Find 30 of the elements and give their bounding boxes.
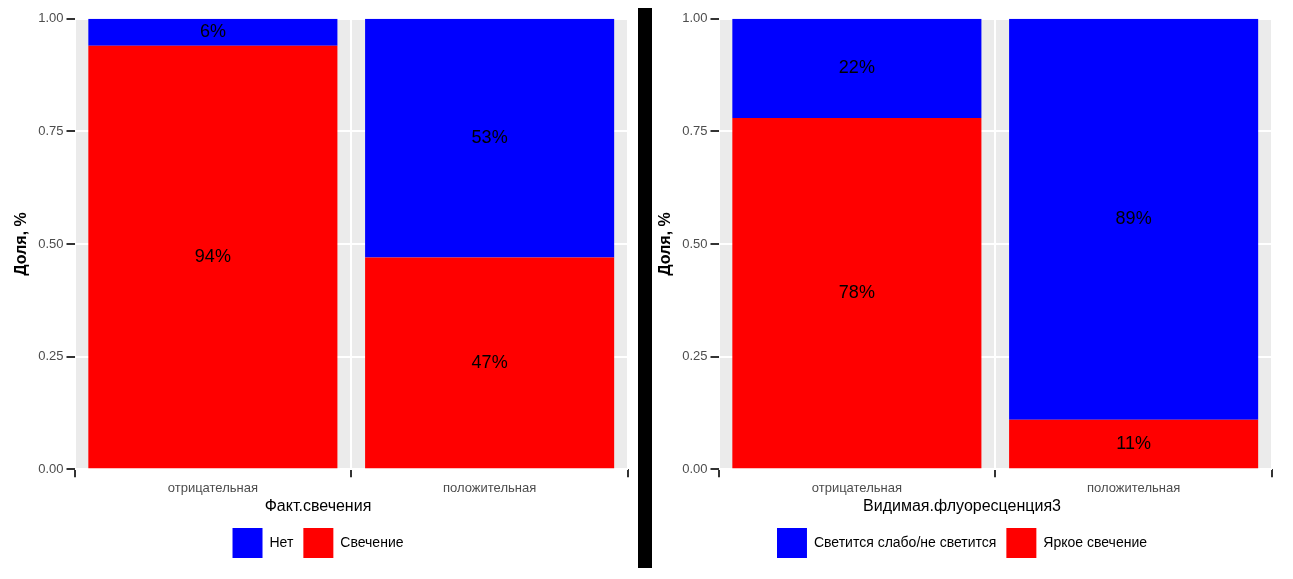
y-tick-label: 0.00 <box>682 460 708 476</box>
data-label: 78% <box>838 282 875 303</box>
legend-label: Яркое свечение <box>1043 533 1148 550</box>
legend-title: Видимая.флуоресценция3 <box>863 497 1062 515</box>
data-label: 22% <box>838 57 875 78</box>
data-label: 6% <box>199 21 226 42</box>
legend-title: Факт.свечения <box>264 497 372 515</box>
y-tick-label: 0.75 <box>38 122 64 138</box>
data-label: 94% <box>194 245 231 266</box>
y-tick-label: 1.00 <box>682 10 708 26</box>
data-label: 89% <box>1115 208 1152 229</box>
legend-label: Свечение <box>340 533 404 550</box>
y-tick-label: 0.25 <box>38 348 64 364</box>
data-label: 53% <box>471 127 508 148</box>
y-tick-label: 1.00 <box>38 10 64 26</box>
legend-label: Светится слабо/не светится <box>813 533 997 550</box>
data-label: 47% <box>471 351 508 372</box>
x-tick-label: отрицательная <box>167 479 258 495</box>
y-tick-label: 0.75 <box>682 122 708 138</box>
y-tick-label: 0.50 <box>682 235 708 251</box>
x-tick-label: положительная <box>443 479 537 495</box>
data-label: 11% <box>1116 432 1151 453</box>
y-tick-label: 0.25 <box>682 348 708 364</box>
legend-label: Нет <box>269 533 294 550</box>
y-axis-title: Доля, % <box>656 212 674 276</box>
y-tick-label: 0.50 <box>38 235 64 251</box>
x-tick-label: отрицательная <box>811 479 902 495</box>
y-axis-title: Доля, % <box>12 212 30 276</box>
x-tick-label: положительная <box>1087 479 1181 495</box>
y-tick-label: 0.00 <box>38 460 64 476</box>
